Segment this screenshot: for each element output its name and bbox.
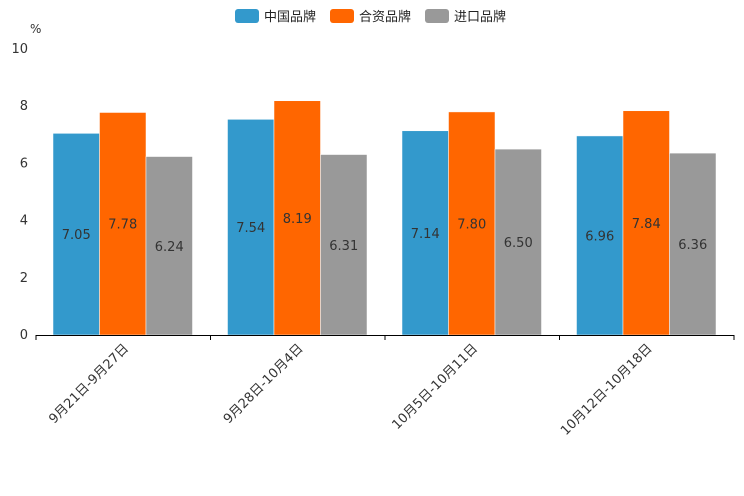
bar <box>99 112 147 336</box>
data-label: 6.24 <box>155 240 184 255</box>
data-label: 7.54 <box>236 221 265 236</box>
bar <box>145 156 193 336</box>
legend-swatch <box>330 9 354 23</box>
data-label: 7.80 <box>457 217 486 232</box>
y-axis: 0 2 4 6 8 10 <box>11 42 28 343</box>
bar <box>273 100 321 336</box>
data-label: 7.14 <box>411 227 440 242</box>
legend: 中国品牌 合资品牌 进口品牌 <box>235 9 506 25</box>
x-tick-label: 10月5日-10月11日 <box>389 341 481 433</box>
bar <box>52 133 100 336</box>
legend-label: 合资品牌 <box>359 9 411 25</box>
y-axis-unit-label: % <box>30 22 41 36</box>
x-axis: 9月21日-9月27日 9月28日-10月4日 10月5日-10月11日 10月12日… <box>35 335 735 439</box>
y-tick-label: 4 <box>20 214 28 229</box>
x-tick-label: 10月12日-10月18日 <box>558 341 655 438</box>
bar <box>227 119 275 336</box>
data-label: 7.05 <box>62 228 91 243</box>
bar <box>320 154 368 336</box>
x-tick-label: 9月28日-10月4日 <box>221 341 307 427</box>
y-tick-label: 0 <box>20 328 28 343</box>
bar <box>448 111 496 336</box>
bar <box>401 130 449 336</box>
y-tick-label: 6 <box>20 156 28 171</box>
data-label: 7.84 <box>632 217 661 232</box>
data-label: 6.31 <box>329 239 358 254</box>
data-label: 6.96 <box>585 229 614 244</box>
bars: 7.05 7.78 6.24 7.54 8.19 6.31 7.14 7.80 6.50 6.96… <box>52 100 717 336</box>
data-label: 8.19 <box>283 212 312 227</box>
legend-label: 进口品牌 <box>454 9 506 25</box>
bar <box>669 152 717 336</box>
data-label: 6.36 <box>678 238 707 253</box>
bar <box>576 135 624 336</box>
y-tick-label: 10 <box>11 42 28 57</box>
data-label: 7.78 <box>108 218 137 233</box>
data-label: 6.50 <box>504 236 533 251</box>
legend-label: 中国品牌 <box>264 9 316 25</box>
legend-swatch <box>235 9 259 23</box>
legend-swatch <box>425 9 449 23</box>
y-tick-label: 2 <box>20 271 28 286</box>
x-tick-label: 9月21日-9月27日 <box>46 341 132 427</box>
y-tick-label: 8 <box>20 99 28 114</box>
